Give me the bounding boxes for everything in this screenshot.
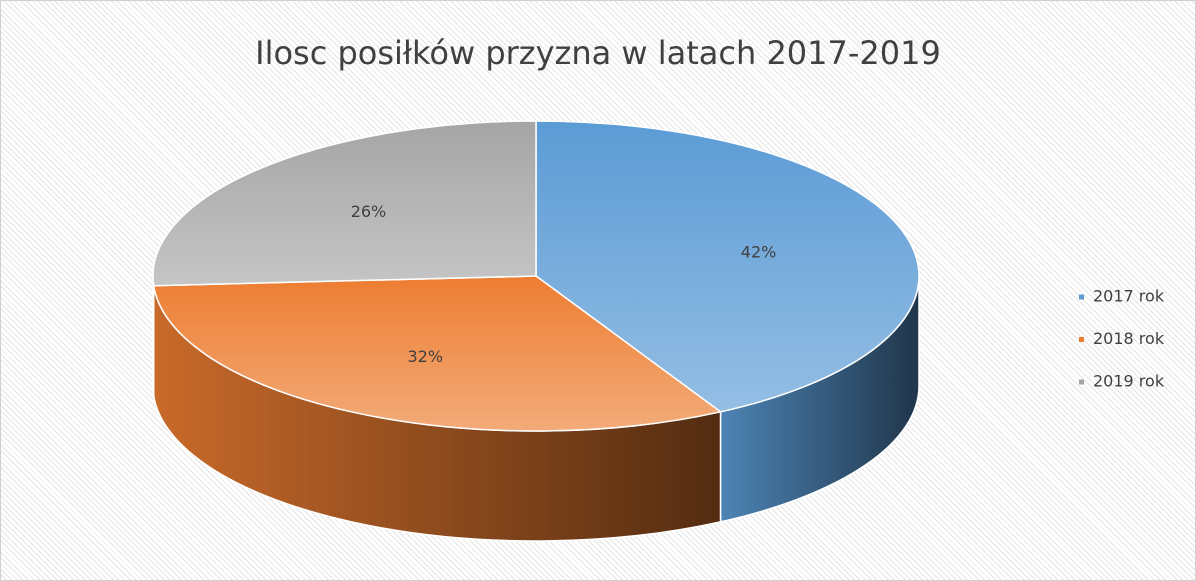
data-label: 42% [741, 242, 777, 261]
legend-label: 2018 rok [1093, 329, 1165, 348]
pie-side [152, 275, 155, 396]
legend-label: 2017 rok [1093, 287, 1165, 306]
pie-slice [152, 275, 723, 432]
data-label: 32% [408, 347, 444, 366]
legend-swatch [1079, 337, 1084, 342]
pie-slice [535, 120, 920, 413]
pie-slice [152, 120, 537, 287]
data-label: 26% [351, 202, 387, 221]
legend-label: 2019 rok [1093, 372, 1165, 391]
chart-title: Ilosc posiłków przyzna w latach 2017-201… [255, 34, 941, 72]
legend-swatch [1079, 294, 1084, 300]
legend-swatch [1079, 379, 1084, 385]
